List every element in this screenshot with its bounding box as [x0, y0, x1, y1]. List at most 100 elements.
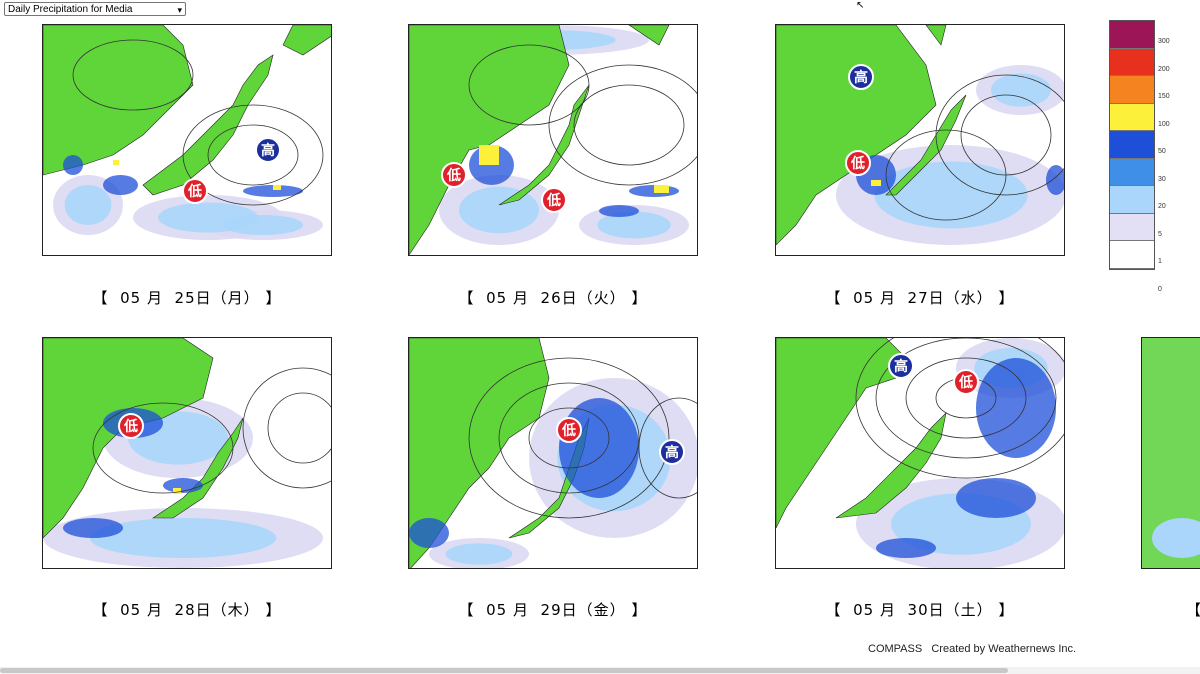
date-caption-1: 【 05 月 25日（月） 】: [92, 289, 282, 307]
precip-area: [445, 543, 513, 565]
svg-text:低: 低: [123, 418, 138, 435]
heavy-precip-area: [63, 518, 123, 538]
very-heavy-precip-area: [871, 180, 881, 186]
svg-text:高: 高: [261, 142, 275, 159]
map-svg: 高低: [776, 25, 1064, 255]
precip-area: [223, 215, 303, 235]
isobar: [548, 64, 697, 186]
isobar: [885, 129, 1007, 221]
isobar: [905, 357, 1027, 439]
legend-swatch: [1110, 48, 1154, 77]
date-caption-5: 【 05 月 29日（金） 】: [458, 601, 648, 619]
high-pressure-marker: 高: [848, 64, 874, 90]
map-svg: 高低: [776, 338, 1064, 568]
isobar: [573, 84, 685, 166]
map-svg: 高低: [43, 25, 331, 255]
heavy-precip-area: [599, 205, 639, 217]
scrollbar-thumb[interactable]: [0, 668, 1008, 673]
isobar: [498, 382, 640, 494]
high-pressure-marker: 高: [659, 439, 685, 465]
heavy-precip-area: [956, 478, 1036, 518]
very-heavy-precip-area: [654, 185, 669, 193]
svg-text:低: 低: [446, 167, 461, 184]
heavy-precip-area: [103, 175, 138, 195]
low-pressure-marker: 低: [182, 178, 208, 204]
map-panel-5: 低高: [408, 337, 698, 569]
map-svg-partial: [1142, 338, 1200, 568]
date-caption-6: 【 05 月 30日（土） 】: [825, 601, 1015, 619]
heavy-precip-area: [63, 155, 83, 175]
heavy-precip-area: [976, 358, 1056, 458]
heavy-precip-area: [409, 518, 449, 548]
legend-label: 200: [1158, 65, 1170, 73]
landmass: [43, 25, 194, 176]
map-svg: 低高: [409, 338, 697, 568]
low-pressure-marker: 低: [845, 150, 871, 176]
precip-area: [597, 211, 671, 239]
isobar: [468, 44, 590, 126]
legend-label: 50: [1158, 148, 1166, 156]
high-pressure-marker: 高: [255, 137, 281, 163]
japan-landmass: [142, 54, 274, 196]
svg-text:低: 低: [561, 422, 576, 439]
legend-label: 1: [1158, 258, 1162, 266]
isobar: [242, 367, 331, 489]
legend-label: 300: [1158, 38, 1170, 45]
isobar: [935, 74, 1064, 196]
svg-text:低: 低: [850, 155, 865, 172]
legend-swatch: [1110, 76, 1154, 104]
map-panel-partial: [1141, 337, 1200, 569]
japan-landmass: [885, 94, 967, 196]
low-pressure-marker: 低: [118, 413, 144, 439]
heavy-precip-area: [559, 398, 639, 498]
map-panel-1: 高低: [42, 24, 332, 256]
very-heavy-precip-area: [479, 145, 499, 165]
isobar: [875, 338, 1057, 459]
precip-area: [64, 185, 112, 225]
landmass: [776, 338, 907, 529]
precipitation-legend: [1109, 20, 1155, 270]
svg-text:高: 高: [854, 69, 868, 86]
legend-label: 0: [1158, 286, 1162, 293]
chevron-down-icon: ▾: [177, 5, 182, 15]
svg-text:低: 低: [546, 192, 561, 209]
heavy-precip-area: [876, 538, 936, 558]
landmass: [282, 25, 331, 56]
legend-swatch: [1110, 131, 1154, 159]
map-panel-3: 高低: [775, 24, 1065, 256]
legend-label: 20: [1158, 203, 1166, 211]
low-pressure-marker: 低: [953, 369, 979, 395]
very-heavy-precip-area: [173, 488, 181, 494]
date-caption-2: 【 05 月 26日（火） 】: [458, 289, 648, 307]
svg-text:低: 低: [187, 183, 202, 200]
date-caption-3: 【 05 月 27日（水） 】: [825, 289, 1015, 307]
isobar: [182, 104, 324, 206]
very-heavy-precip-area: [113, 160, 119, 165]
map-panel-6: 高低: [775, 337, 1065, 569]
isobar: [855, 338, 1064, 479]
japan-landmass: [498, 84, 590, 206]
landmass: [409, 338, 550, 568]
map-panel-4: 低: [42, 337, 332, 569]
isobar: [72, 39, 194, 111]
map-svg: 低低: [409, 25, 697, 255]
credit-text: COMPASS Created by Weathernews Inc.: [868, 643, 1077, 655]
legend-swatch: [1110, 241, 1154, 269]
product-select[interactable]: Daily Precipitation for Media ▾: [4, 2, 186, 16]
date-caption-4: 【 05 月 28日（木） 】: [92, 601, 282, 619]
high-pressure-marker: 高: [888, 353, 914, 379]
legend-swatch: [1110, 213, 1154, 242]
heavy-precip-area: [243, 185, 303, 197]
legend-swatch: [1110, 103, 1154, 132]
very-heavy-precip-area: [273, 185, 281, 190]
landmass: [925, 25, 947, 46]
isobar: [468, 357, 670, 519]
product-select-value: Daily Precipitation for Media: [8, 4, 133, 15]
svg-text:低: 低: [958, 374, 973, 391]
isobar: [267, 392, 331, 464]
legend-label: 5: [1158, 230, 1162, 238]
isobar: [638, 397, 697, 499]
map-svg: 低: [43, 338, 331, 568]
legend-swatch: [1110, 186, 1154, 214]
legend-label: 150: [1158, 93, 1170, 101]
